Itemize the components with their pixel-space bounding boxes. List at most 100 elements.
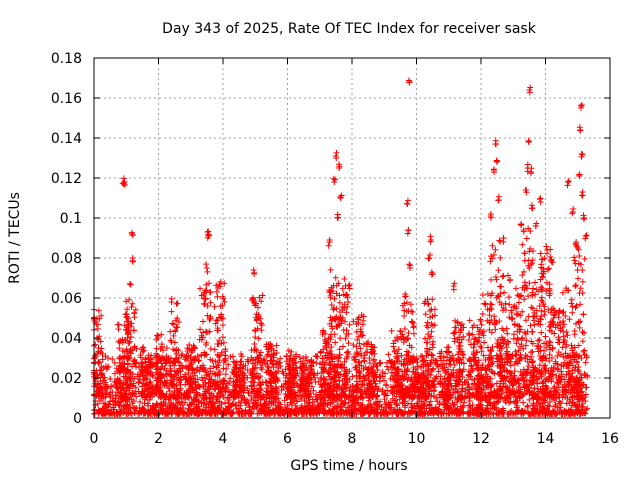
data-point: [384, 363, 391, 370]
data-point: [113, 392, 120, 399]
data-point: [168, 308, 175, 315]
data-point: [512, 285, 519, 292]
data-point: [499, 273, 506, 280]
data-point: [427, 398, 434, 405]
data-point: [212, 358, 219, 365]
data-point: [563, 400, 570, 407]
data-point: [114, 321, 121, 328]
data-point: [244, 366, 251, 373]
data-point: [405, 330, 412, 337]
data-point: [580, 403, 587, 410]
data-point: [211, 346, 218, 353]
data-point: [216, 357, 223, 364]
data-point: [129, 300, 136, 307]
data-point: [452, 324, 459, 331]
data-point: [223, 365, 230, 372]
data-point: [510, 398, 517, 405]
data-point: [270, 399, 277, 406]
data-point: [388, 327, 395, 334]
data-point: [487, 300, 494, 307]
data-point: [94, 325, 101, 332]
data-point: [191, 397, 198, 404]
data-point: [340, 327, 347, 334]
data-point: [418, 398, 425, 405]
data-point: [542, 362, 549, 369]
data-point: [510, 331, 517, 338]
data-point: [220, 377, 227, 384]
data-point: [210, 363, 217, 370]
data-point: [287, 399, 294, 406]
data-point: [519, 409, 526, 416]
data-point: [332, 274, 339, 281]
data-point: [344, 349, 351, 356]
data-point: [425, 371, 432, 378]
data-point: [475, 406, 482, 413]
data-point: [429, 366, 436, 373]
data-point: [327, 266, 334, 273]
data-point: [520, 399, 527, 406]
data-point: [313, 353, 320, 360]
data-point: [418, 352, 425, 359]
data-point: [255, 335, 262, 342]
data-point: [435, 368, 442, 375]
data-point: [251, 340, 258, 347]
data-point: [234, 409, 241, 416]
data-point: [393, 400, 400, 407]
data-point: [130, 327, 137, 334]
data-point: [336, 346, 343, 353]
data-point: [539, 379, 546, 386]
data-point: [573, 401, 580, 408]
data-point: [294, 398, 301, 405]
data-point: [258, 327, 265, 334]
data-point: [530, 402, 537, 409]
data-point: [495, 267, 502, 274]
data-point: [214, 293, 221, 300]
data-point: [493, 380, 500, 387]
data-point: [492, 326, 499, 333]
data-point: [424, 319, 431, 326]
data-point: [333, 305, 340, 312]
data-point: [507, 362, 514, 369]
data-point: [224, 395, 231, 402]
data-point: [472, 410, 479, 417]
data-point: [126, 296, 133, 303]
data-point: [522, 317, 529, 324]
data-point: [497, 283, 504, 290]
data-point: [362, 349, 369, 356]
data-point: [536, 336, 543, 343]
data-point: [504, 330, 511, 337]
data-point: [451, 329, 458, 336]
data-point: [252, 334, 259, 341]
data-point: [158, 331, 165, 338]
data-point: [499, 409, 506, 416]
data-point: [219, 322, 226, 329]
data-point: [363, 340, 370, 347]
data-point: [331, 295, 338, 302]
data-point: [200, 318, 206, 325]
data-point: [109, 395, 116, 402]
data-point: [276, 399, 283, 406]
data-point: [531, 321, 538, 328]
data-point: [203, 281, 210, 288]
data-point: [497, 254, 504, 261]
data-point: [225, 361, 232, 368]
data-point: [408, 308, 415, 315]
data-point: [353, 378, 360, 385]
data-point: [357, 410, 364, 417]
data-point: [515, 299, 522, 306]
data-point: [128, 333, 135, 340]
data-point: [523, 235, 530, 242]
data-point: [532, 279, 539, 286]
data-point: [235, 399, 242, 406]
data-point: [314, 370, 321, 377]
data-point: [478, 344, 485, 351]
data-point: [222, 399, 229, 406]
data-point: [534, 405, 541, 412]
data-point: [340, 343, 347, 350]
data-point: [312, 379, 319, 386]
data-point: [584, 405, 591, 412]
data-point: [174, 300, 181, 307]
data-point: [545, 265, 552, 272]
data-point: [192, 372, 199, 379]
